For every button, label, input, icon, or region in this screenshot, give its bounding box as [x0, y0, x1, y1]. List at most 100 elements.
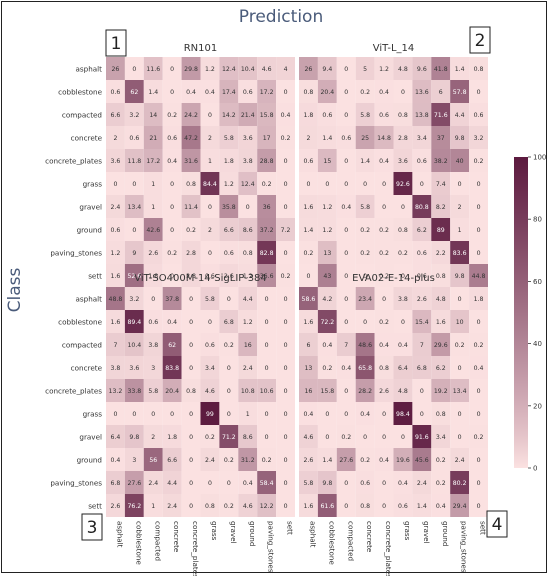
heatmap-cell	[450, 218, 470, 241]
heatmap-cell	[299, 379, 318, 402]
cell-value-label: 0	[189, 434, 193, 441]
heatmap-cell	[317, 80, 337, 103]
heatmap-cell	[450, 264, 470, 287]
heatmap-cell	[219, 218, 239, 241]
heatmap-cell	[374, 103, 394, 126]
cell-value-label: 40	[456, 158, 464, 165]
heatmap-cell	[299, 103, 318, 126]
heatmap-cell	[336, 172, 356, 195]
heatmap-cell	[238, 356, 258, 379]
column-tick-label: gravel	[229, 521, 238, 544]
heatmap-cell	[431, 356, 451, 379]
heatmap-cell	[412, 471, 432, 494]
cell-value-label: 0.2	[341, 434, 351, 441]
heatmap-cell	[276, 241, 295, 264]
cell-value-label: 0	[208, 319, 212, 326]
cell-value-label: 1.4	[322, 457, 332, 464]
heatmap-cell	[124, 356, 144, 379]
heatmap-cell	[219, 448, 239, 471]
cell-value-label: 27.6	[127, 480, 141, 487]
heatmap-cell	[162, 287, 182, 310]
heatmap-cell	[143, 333, 163, 356]
cell-value-label: 0.8	[436, 273, 446, 280]
heatmap-cell	[469, 103, 488, 126]
heatmap-cell	[238, 448, 258, 471]
heatmap-cell	[355, 172, 375, 195]
cell-value-label: 0	[458, 296, 462, 303]
cell-value-label: 0	[382, 480, 386, 487]
heatmap-cell	[200, 241, 220, 264]
heatmap-cell	[124, 287, 144, 310]
cell-value-label: 28.2	[358, 388, 372, 395]
heatmap-cell	[124, 103, 144, 126]
cell-value-label: 0	[132, 66, 136, 73]
heatmap-cell	[143, 356, 163, 379]
cell-value-label: 0	[284, 434, 288, 441]
heatmap-cell	[219, 126, 239, 149]
cell-value-label: 0.4	[379, 457, 389, 464]
cell-value-label: 1.6	[304, 503, 314, 510]
colorbar-gradient	[514, 157, 528, 468]
heatmap-cell	[299, 310, 318, 333]
cell-value-label: 12.2	[260, 503, 274, 510]
cell-value-label: 2.4	[205, 457, 215, 464]
cell-value-label: 1	[151, 503, 155, 510]
cell-value-label: 0	[344, 503, 348, 510]
cell-value-label: 2.8	[186, 273, 196, 280]
heatmap-cell	[162, 195, 182, 218]
row-tick-label: cobblestone	[58, 88, 102, 97]
cell-value-label: 4.4	[167, 480, 177, 487]
cell-value-label: 1	[458, 227, 462, 234]
heatmap-cell	[336, 218, 356, 241]
heatmap-cell	[124, 172, 144, 195]
cell-value-label: 0.4	[281, 112, 291, 119]
cell-value-label: 0.6	[474, 112, 484, 119]
cell-value-label: 3.2	[474, 135, 484, 142]
cell-value-label: 0.4	[304, 411, 314, 418]
cell-value-label: 0	[344, 273, 348, 280]
cell-value-label: 2.4	[417, 480, 427, 487]
heatmap-cell	[317, 126, 337, 149]
cell-value-label: 17.4	[222, 89, 236, 96]
column-tick-label: grass	[403, 521, 412, 541]
cell-value-label: 0.2	[186, 227, 196, 234]
colorbar-tick-label: 100	[533, 154, 546, 162]
cell-value-label: 62	[130, 89, 138, 96]
cell-value-label: 0	[284, 342, 288, 349]
cell-value-label: 13	[305, 365, 313, 372]
heatmap-cell	[257, 425, 277, 448]
heatmap-cell	[469, 80, 488, 103]
cell-value-label: 0.6	[205, 273, 215, 280]
heatmap-cell	[412, 356, 432, 379]
cell-value-label: 0	[382, 434, 386, 441]
heatmap-cell	[469, 149, 488, 172]
cell-value-label: 0	[344, 250, 348, 257]
cell-value-label: 0	[208, 204, 212, 211]
cell-value-label: 2.8	[186, 250, 196, 257]
heatmap-cell	[106, 471, 125, 494]
heatmap-cell	[450, 448, 470, 471]
cell-value-label: 92.6	[396, 181, 410, 188]
cell-value-label: 1.6	[111, 273, 121, 280]
heatmap-cell	[106, 241, 125, 264]
heatmap-cell	[336, 57, 356, 80]
heatmap-cell	[374, 310, 394, 333]
heatmap-cell	[450, 80, 470, 103]
cell-value-label: 6.6	[167, 457, 177, 464]
cell-value-label: 1.2	[243, 273, 253, 280]
row-tick-label: asphalt	[76, 65, 103, 74]
cell-value-label: 0	[265, 342, 269, 349]
cell-value-label: 1.2	[205, 66, 215, 73]
heatmap-cell	[257, 172, 277, 195]
cell-value-label: 41.8	[434, 66, 448, 73]
cell-value-label: 44.8	[472, 273, 486, 280]
heatmap-cell	[393, 379, 413, 402]
cell-value-label: 3.6	[243, 135, 253, 142]
heatmap-cell	[317, 310, 337, 333]
cell-value-label: 0	[344, 411, 348, 418]
cell-value-label: 10.4	[241, 66, 255, 73]
heatmap-cell	[336, 195, 356, 218]
heatmap-cell	[124, 471, 144, 494]
heatmap-cell	[336, 241, 356, 264]
cell-value-label: 6.6	[111, 112, 121, 119]
